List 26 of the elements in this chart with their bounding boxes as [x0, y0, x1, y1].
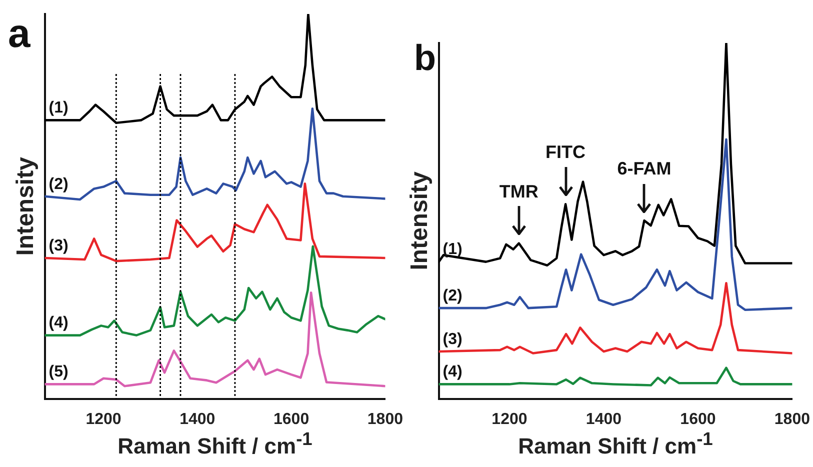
- chart-title: a: [8, 12, 30, 56]
- x-axis-title: Raman Shift / cm$^{-1}$: [116, 428, 314, 460]
- series-label: (4): [442, 364, 462, 381]
- x-tick-label: 1200: [86, 410, 122, 428]
- y-axis-title: Intensity: [406, 170, 434, 270]
- series-label: (3): [48, 237, 68, 254]
- series-label: (2): [442, 287, 462, 304]
- x-tick-label: 1600: [274, 410, 310, 428]
- x-tick-label: 1400: [180, 410, 216, 428]
- x-tick-label: 1200: [492, 410, 528, 428]
- x-tick-label: 1600: [680, 410, 716, 428]
- series-label: (5): [48, 364, 68, 381]
- series-label: (2): [48, 176, 68, 193]
- annotation: FITC: [546, 142, 586, 162]
- x-tick-label: 1400: [586, 410, 622, 428]
- series-label: (1): [48, 100, 68, 117]
- x-tick-label: 1800: [367, 410, 404, 428]
- series-label: (4): [48, 314, 68, 332]
- annotation: 6-FAM: [617, 158, 672, 179]
- chart-title: b: [414, 37, 436, 78]
- annotation: TMR: [499, 181, 538, 202]
- x-axis-title: Raman Shift / cm$^{-1}$: [517, 428, 714, 460]
- series-label: (1): [442, 241, 462, 258]
- y-axis-title: Intensity: [12, 156, 40, 256]
- series-label: (3): [442, 330, 462, 348]
- x-tick-label: 1800: [774, 410, 810, 428]
